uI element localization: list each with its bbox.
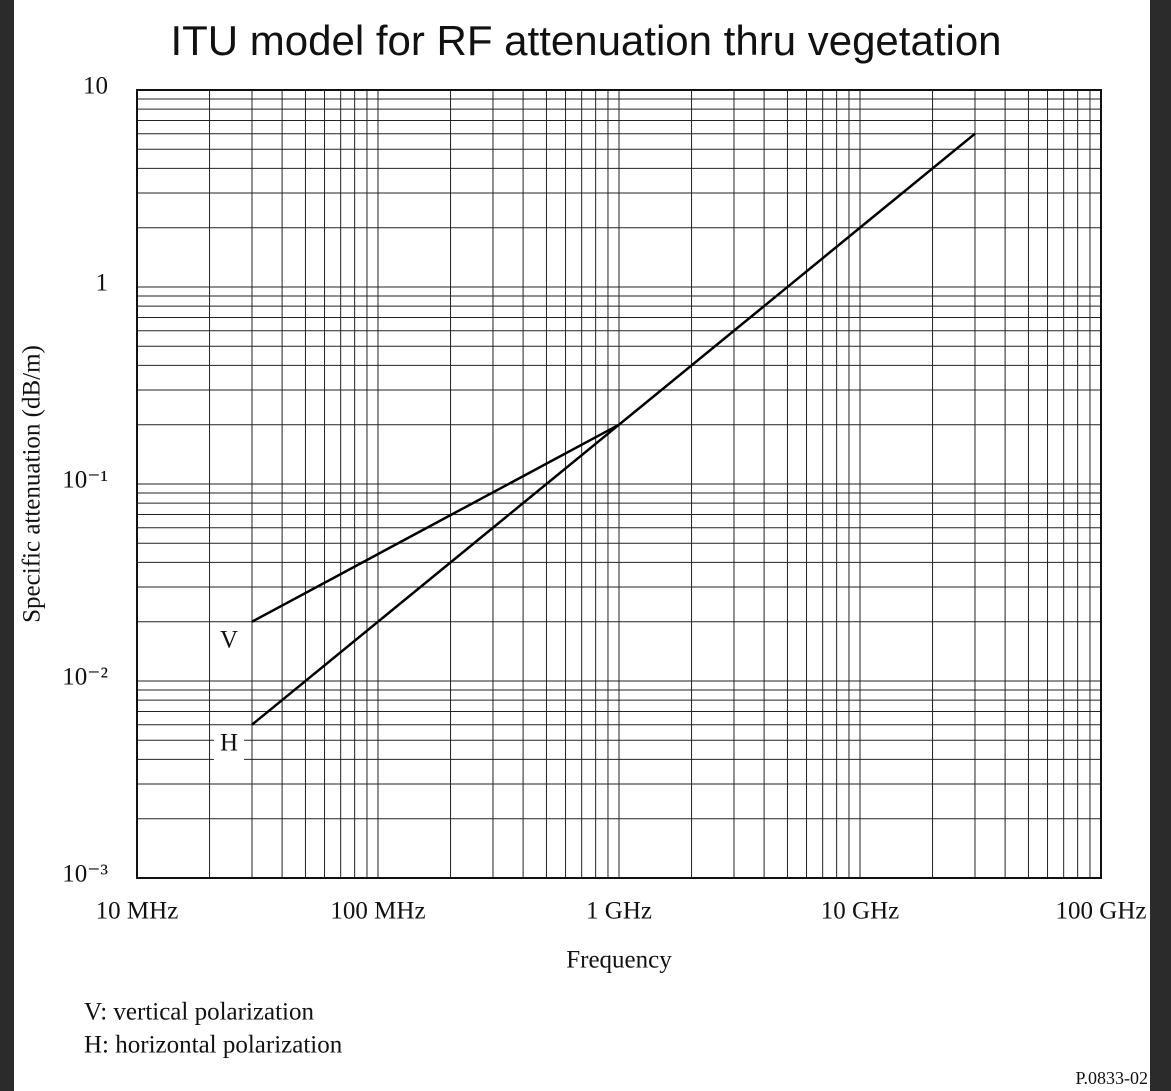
series-label: V: [220, 626, 238, 653]
y-tick-label: 10: [83, 73, 108, 100]
y-tick-label: 10⁻¹: [62, 467, 108, 494]
x-tick-label: 100 MHz: [330, 898, 425, 925]
y-axis-label: Specific attenuation (dB/m): [19, 345, 46, 623]
x-tick-label: 100 GHz: [1056, 898, 1147, 925]
chart-title: ITU model for RF attenuation thru vegeta…: [170, 17, 1001, 64]
note: H: horizontal polarization: [84, 1032, 343, 1059]
x-tick-label: 10 GHz: [821, 898, 899, 925]
y-tick-label: 10⁻³: [62, 861, 108, 888]
series-label: H: [220, 729, 238, 756]
note: V: vertical polarization: [84, 999, 314, 1026]
chart: ITU model for RF attenuation thru vegeta…: [0, 0, 1171, 1091]
page: ITU model for RF attenuation thru vegeta…: [0, 0, 1171, 1091]
y-tick-label: 10⁻²: [62, 664, 108, 691]
x-axis-label: Frequency: [566, 947, 672, 974]
x-tick-label: 10 MHz: [96, 898, 179, 925]
figure-id: P.0833-02: [1075, 1068, 1148, 1088]
x-tick-label: 1 GHz: [586, 898, 652, 925]
y-tick-label: 1: [96, 270, 109, 297]
